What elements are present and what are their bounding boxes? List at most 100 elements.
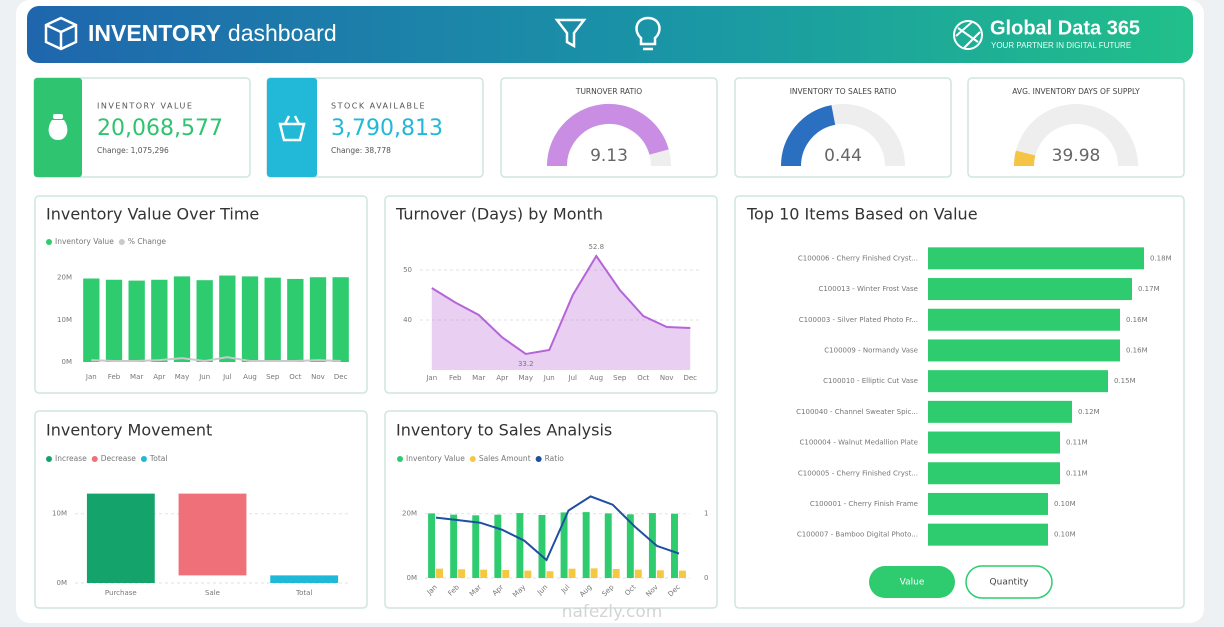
x-tick-label: Aug (589, 374, 603, 382)
gauge-value: 0.44 (824, 146, 862, 166)
header-bar (27, 6, 1193, 63)
title-bold: INVENTORY (88, 20, 221, 46)
bar (502, 569, 510, 578)
bar (928, 278, 1132, 301)
waterfall-bar (270, 575, 339, 583)
legend-label: Decrease (101, 454, 137, 463)
basket-icon (278, 115, 306, 142)
legend-swatch (535, 456, 542, 462)
logo-icon (44, 16, 78, 51)
bar (928, 523, 1048, 546)
gauge-value-arc (1013, 150, 1036, 167)
bar (928, 247, 1144, 270)
watermark: nafezly.com (562, 602, 663, 622)
y-tick-label: 1 (704, 510, 708, 518)
quantity-button[interactable] (965, 565, 1053, 599)
bar (264, 277, 281, 362)
bar (678, 570, 686, 578)
brand-name: Global Data 365 (990, 17, 1140, 39)
x-tick-label: Feb (449, 374, 462, 382)
x-tick-label: Oct (289, 373, 301, 381)
bar (928, 462, 1060, 485)
x-tick-label: Total (295, 589, 312, 597)
bar (538, 515, 546, 578)
y-tick-label: 0M (407, 574, 418, 582)
legend-swatch (91, 456, 98, 462)
kpi-change: Change: 1,075,296 (97, 146, 169, 155)
bar (648, 513, 656, 578)
bar (546, 571, 554, 578)
gauge-value-arc (781, 105, 836, 167)
bar (928, 370, 1108, 393)
chart-title: Top 10 Items Based on Value (746, 205, 978, 224)
button-label[interactable]: Quantity (990, 578, 1030, 588)
bar (671, 513, 678, 578)
legend-swatch (397, 456, 403, 462)
category-label: C100001 - Cherry Finish Frame (810, 500, 918, 508)
category-label: C100004 - Walnut Medallion Plate (799, 439, 918, 447)
bar (173, 276, 191, 362)
bar (524, 570, 532, 578)
y-tick-label: 10M (52, 510, 67, 518)
legend-swatch (118, 239, 125, 245)
data-label: 0.17M (1138, 285, 1160, 293)
x-tick-label: Nov (311, 373, 325, 381)
line-series (91, 356, 341, 363)
x-tick-label: Dec (683, 374, 697, 382)
kpi-change: Change: 38,778 (331, 146, 391, 155)
x-tick-label: Jul (222, 373, 232, 381)
data-label: 0.11M (1066, 469, 1088, 477)
bar (241, 276, 259, 362)
button-label[interactable]: Value (900, 578, 925, 588)
bar (928, 339, 1120, 362)
bar (105, 279, 123, 362)
x-tick-label: Jan (85, 373, 97, 381)
bar (219, 275, 236, 362)
x-tick-label: May (175, 373, 189, 381)
data-label: 0.10M (1054, 531, 1076, 539)
data-label: 33.2 (518, 360, 534, 368)
value-button[interactable] (869, 566, 955, 598)
data-label: 0.16M (1126, 316, 1148, 324)
category-label: C100007 - Bamboo Digital Photo... (797, 531, 918, 539)
bar (582, 512, 590, 578)
x-tick-label: Sep (266, 373, 280, 381)
brand-icon (953, 20, 983, 50)
bar (287, 278, 304, 362)
x-tick-label: Nov (660, 374, 674, 382)
y-tick-label: 10M (57, 316, 72, 324)
title-rest: dashboard (228, 20, 337, 46)
line-series (435, 495, 680, 562)
data-label: 0.10M (1054, 500, 1076, 508)
bar (634, 569, 642, 578)
legend-label: % Change (128, 237, 167, 246)
bar (151, 279, 168, 362)
legend-label: Increase (55, 454, 87, 463)
x-tick-label: Apr (153, 373, 165, 381)
x-tick-label: Jun (198, 373, 210, 381)
x-tick-label: Jul (568, 374, 578, 382)
bar (656, 570, 664, 578)
x-tick-label: Mar (130, 373, 143, 381)
category-label: C100009 - Normandy Vase (824, 346, 918, 354)
kpi-value: 20,068,577 (97, 116, 223, 141)
gauge-title: INVENTORY TO SALES RATIO (790, 87, 897, 96)
x-tick-label: Oct (637, 374, 649, 382)
chart-title: Inventory Value Over Time (46, 205, 259, 224)
data-label: 0.18M (1150, 254, 1172, 262)
filter-icon[interactable] (554, 18, 587, 49)
bar (928, 400, 1072, 423)
bar (928, 431, 1060, 454)
bar (612, 569, 620, 578)
y-tick-label: 20M (57, 274, 72, 282)
gauge-track (1014, 104, 1138, 167)
bar (450, 514, 458, 578)
gauge-title: TURNOVER RATIO (575, 87, 642, 96)
bar (928, 308, 1120, 331)
category-label: C100003 - Silver Plated Photo Fr... (799, 316, 918, 324)
legend-swatch (140, 456, 147, 462)
category-label: C100010 - Elliptic Cut Vase (823, 377, 918, 385)
insight-icon[interactable] (635, 16, 661, 51)
legend-swatch (46, 239, 52, 245)
